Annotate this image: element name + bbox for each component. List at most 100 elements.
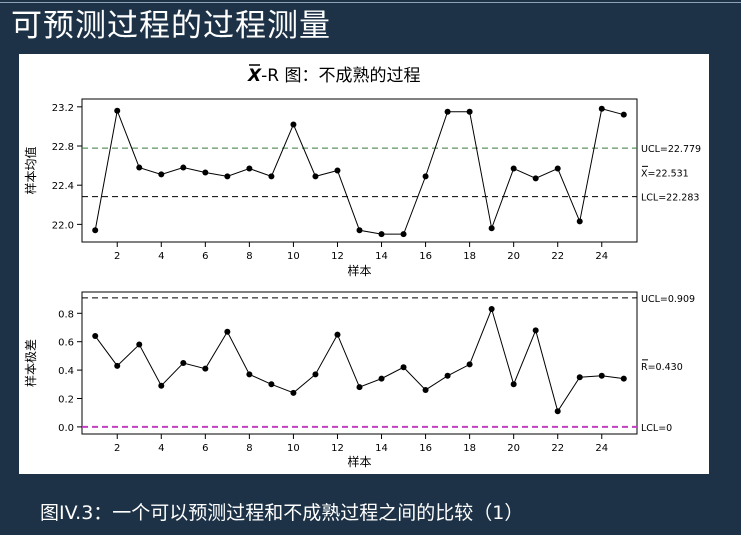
data-point [400, 231, 407, 238]
x-tick-label: 8 [246, 443, 252, 454]
mean-chart: 2 4 6 8 10 12 14 16 18 20 22 2422.022.422.823.2样本样本… [23, 98, 701, 278]
x-tick-label: 16 [419, 443, 432, 454]
plot-frame [81, 98, 638, 243]
data-point [576, 374, 583, 381]
data-point [202, 365, 209, 372]
y-tick-label: 22.0 [52, 220, 74, 231]
data-point [356, 384, 363, 391]
data-point [224, 328, 231, 335]
data-point [158, 171, 165, 178]
data-point [532, 175, 539, 182]
range-chart: 2 4 6 8 10 12 14 16 18 20 22 240.00.20.40.60.8样本样本极… [23, 291, 695, 469]
data-point [598, 372, 605, 379]
data-point [400, 364, 407, 371]
y-tick-label: 22.8 [52, 142, 74, 153]
data-point [246, 165, 253, 172]
data-point [246, 371, 253, 378]
data-point [334, 331, 341, 338]
data-point [136, 164, 143, 171]
data-point [466, 108, 473, 115]
figure-caption: 图IV.3：一个可以预测过程和不成熟过程之间的比较（1） [40, 502, 524, 524]
data-point [466, 361, 473, 368]
control-chart-svg: X-R 图：不成熟的过程 2 4 6 8 10 12 14 16 18 20 22 2422.022.… [23, 64, 701, 469]
x-axis-label: 样本 [347, 454, 371, 469]
y-axis-label: 样本均值 [23, 146, 38, 194]
data-point [114, 107, 121, 114]
y-tick-label: 0.0 [58, 423, 74, 434]
y-axis-label: 样本极差 [23, 339, 38, 387]
x-tick-label: 14 [375, 443, 388, 454]
y-tick-label: 22.4 [52, 181, 74, 192]
x-tick-label: 12 [331, 251, 344, 262]
data-point [224, 173, 231, 180]
data-point [488, 225, 495, 232]
series-line [94, 307, 624, 413]
data-point [444, 108, 451, 115]
data-point [422, 386, 429, 393]
data-point [92, 227, 99, 234]
x-tick-label: 10 [287, 443, 300, 454]
data-point [114, 362, 121, 369]
chart-title-xbar: X [247, 66, 262, 86]
data-point [312, 173, 319, 180]
data-point [268, 173, 275, 180]
y-tick-label: 0.8 [58, 309, 74, 320]
data-point [334, 167, 341, 174]
data-point [180, 360, 187, 366]
x-tick-label: 12 [331, 443, 344, 454]
x-tick-label: 24 [595, 251, 608, 262]
data-point [620, 375, 627, 382]
x-tick-label: 24 [595, 443, 608, 454]
x-tick-label: 4 [158, 251, 164, 262]
data-point [180, 164, 187, 171]
data-point [554, 408, 561, 415]
data-point [378, 375, 385, 382]
data-point [554, 165, 561, 172]
data-point [532, 327, 539, 334]
y-tick-label: 0.2 [58, 395, 74, 406]
y-tick-label: 0.4 [58, 366, 74, 377]
x-tick-label: 2 [114, 251, 120, 262]
top-divider [0, 2, 741, 3]
x-tick-label: 22 [551, 443, 564, 454]
slide-title: 可预测过程的过程测量 [11, 8, 331, 44]
data-point [290, 389, 297, 396]
x-tick-label: 18 [463, 443, 476, 454]
y-tick-label: 0.6 [58, 338, 74, 349]
plot-frame [81, 291, 638, 435]
x-axis-label: 样本 [347, 263, 371, 278]
data-point [598, 105, 605, 112]
reference-label: UCL=0.909 [641, 294, 695, 305]
data-point [444, 372, 451, 379]
x-tick-label: 6 [202, 251, 208, 262]
data-point [620, 111, 627, 118]
data-point [422, 173, 429, 180]
data-point [488, 306, 495, 313]
data-point [576, 218, 583, 225]
data-point [290, 121, 297, 128]
x-tick-label: 10 [287, 251, 300, 262]
x-tick-label: 22 [551, 251, 564, 262]
reference-label: X=22.531 [641, 168, 689, 179]
data-point [158, 382, 165, 389]
x-tick-label: 2 [114, 443, 120, 454]
chart-panel: X-R 图：不成熟的过程 2 4 6 8 10 12 14 16 18 20 22 24 22.0 22.… [19, 54, 709, 474]
data-point [510, 381, 517, 388]
y-tick-label: 23.2 [52, 103, 74, 114]
chart-title-rest: -R 图：不成熟的过程 [261, 65, 420, 86]
chart-title: X-R 图：不成熟的过程 [247, 65, 420, 86]
x-tick-label: 16 [419, 251, 432, 262]
data-point [378, 231, 385, 238]
x-tick-label: 8 [246, 251, 252, 262]
x-tick-label: 14 [375, 251, 388, 262]
data-point [510, 165, 517, 172]
data-point [92, 333, 99, 340]
x-tick-label: 6 [202, 443, 208, 454]
series-line [94, 108, 624, 235]
x-tick-label: 18 [463, 251, 476, 262]
reference-label: LCL=22.283 [641, 193, 699, 204]
x-tick-label: 20 [507, 443, 520, 454]
data-point [268, 381, 275, 388]
x-tick-label: 20 [507, 251, 520, 262]
reference-label: R=0.430 [641, 362, 683, 373]
